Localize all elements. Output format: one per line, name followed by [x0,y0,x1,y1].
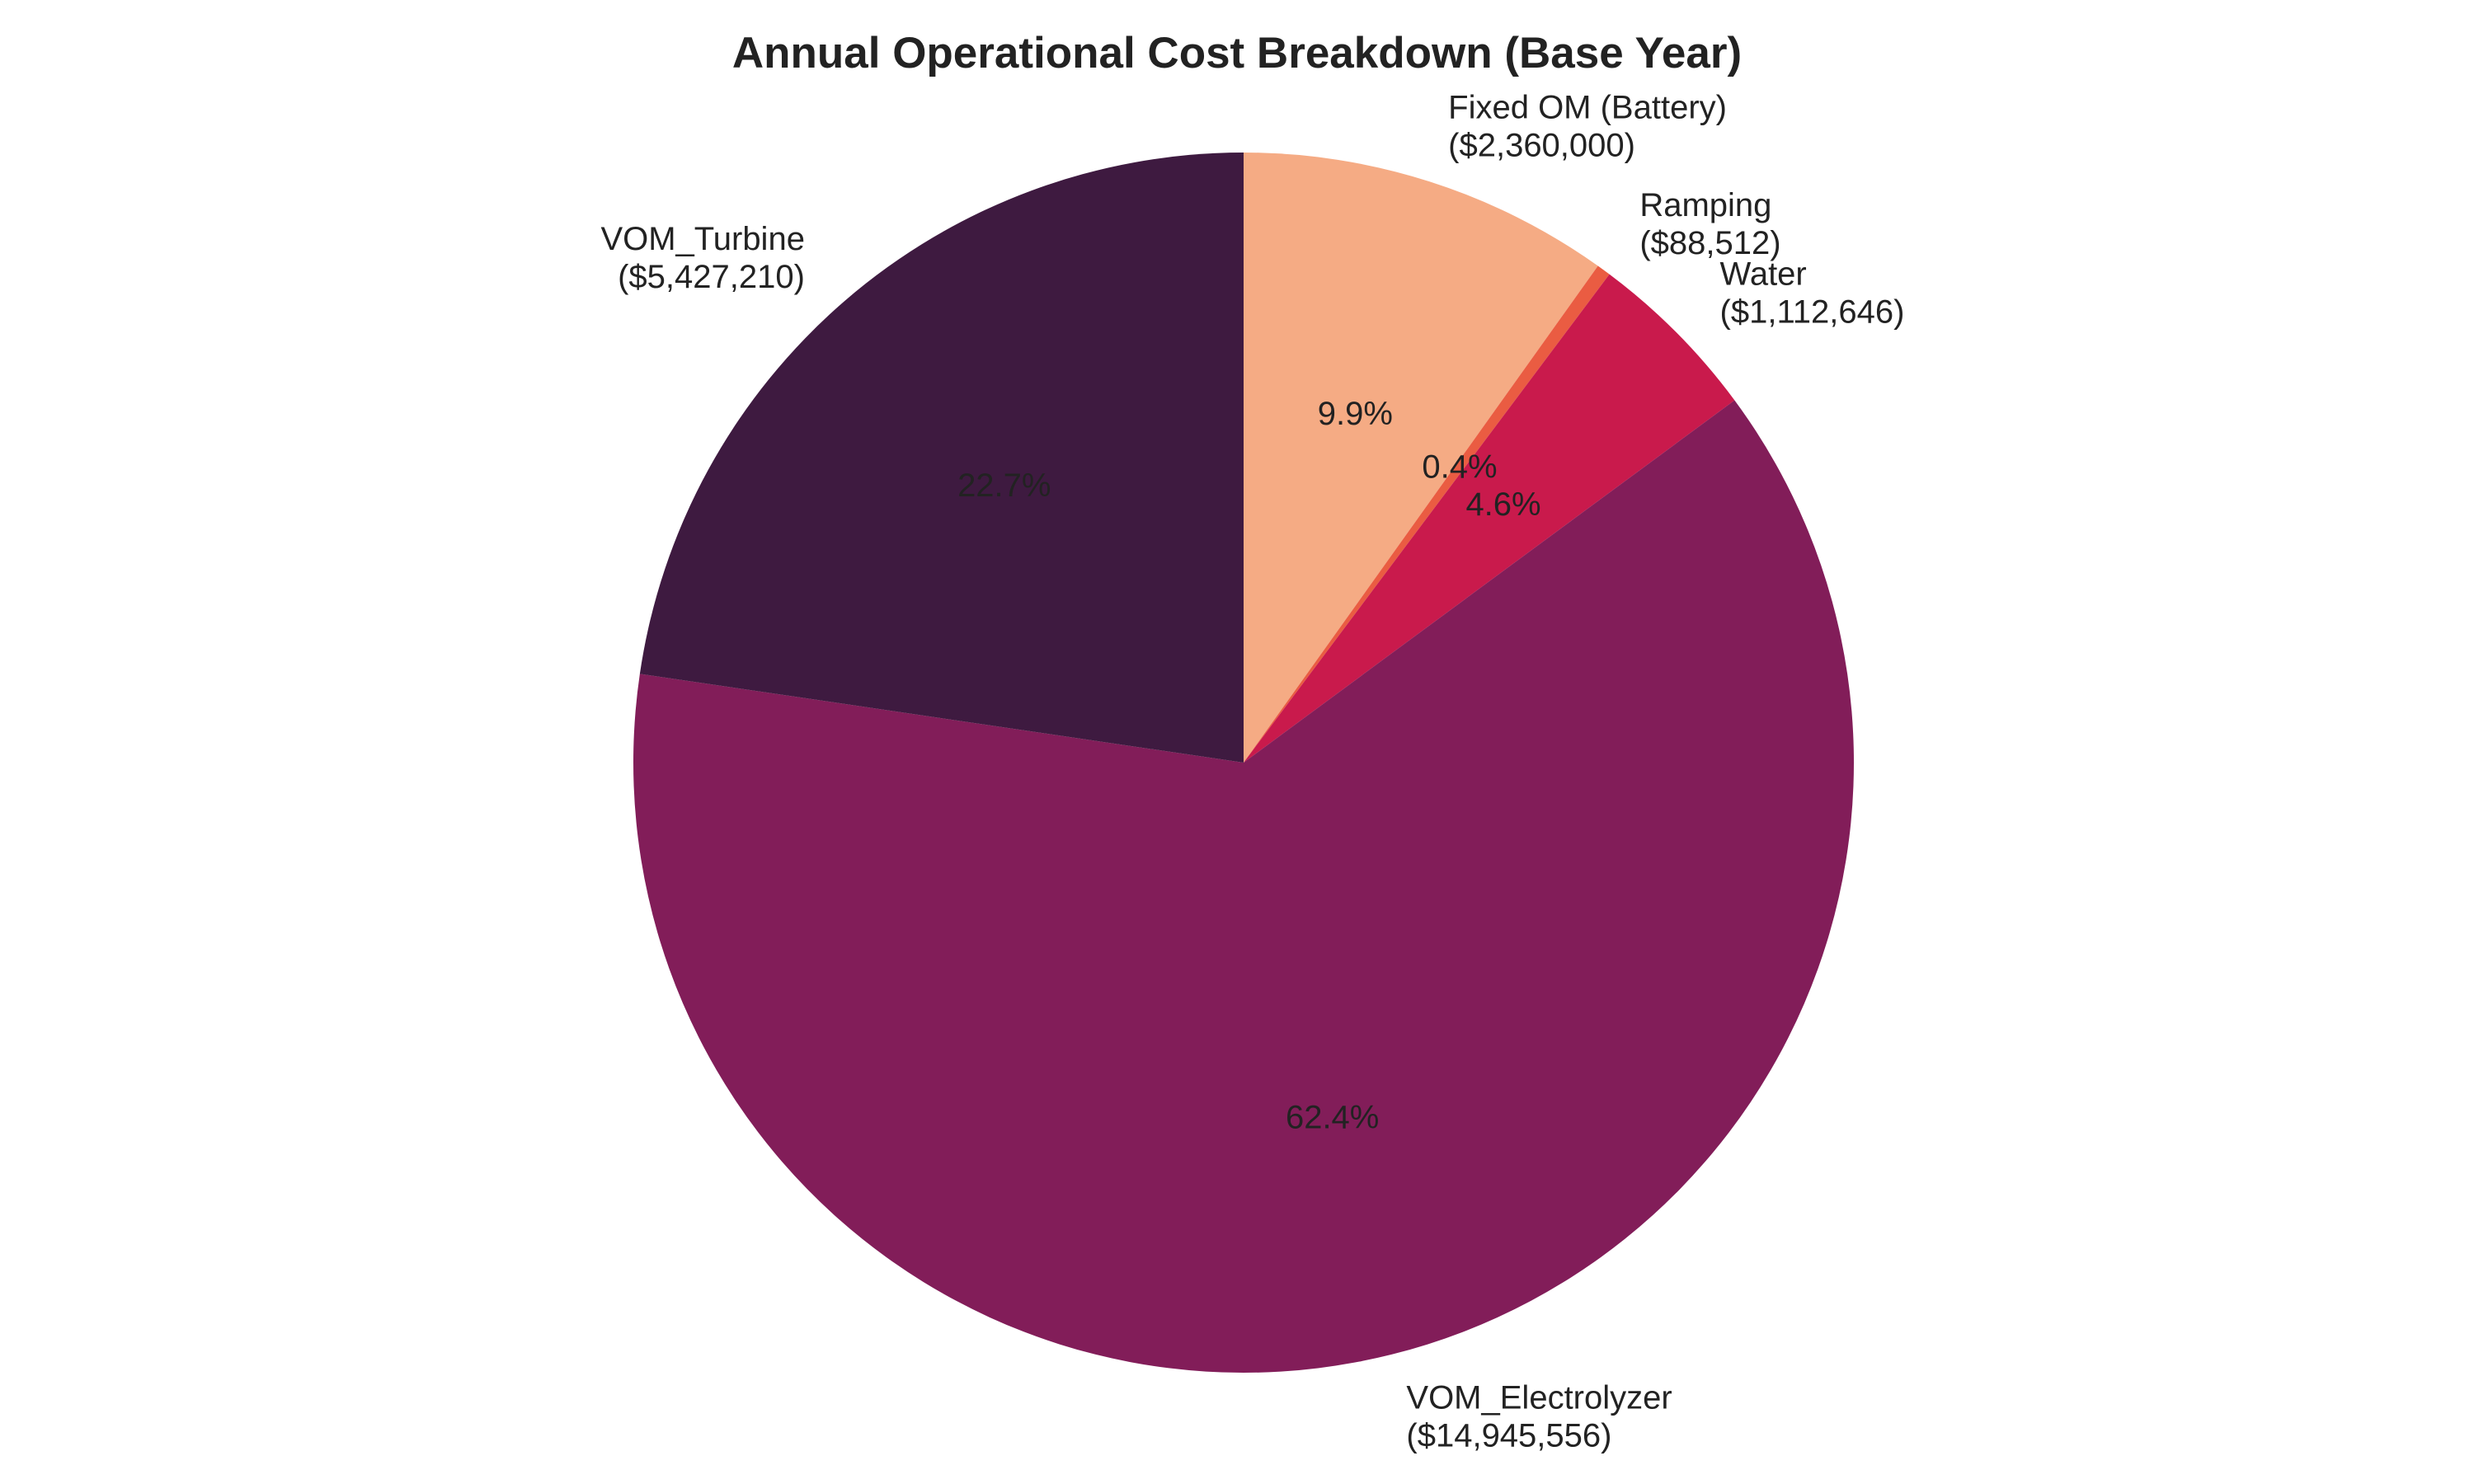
pie-slices [633,153,1854,1373]
category-name: Fixed OM (Battery) [1448,90,1727,126]
category-name: VOM_Electrolyzer [1406,1380,1672,1416]
category-label-vom-electrolyzer: VOM_Electrolyzer ($14,945,556) [1406,1380,1672,1454]
category-name: VOM_Turbine [600,221,805,257]
category-value: ($14,945,556) [1406,1418,1611,1454]
category-label-fixed-om-battery: Fixed OM (Battery) ($2,360,000) [1448,90,1727,164]
category-label-ramping: Ramping ($88,512) [1639,187,1780,261]
pie-slice-water [1244,274,1735,763]
category-value: ($88,512) [1639,225,1780,261]
pie-slice-vom-electrolyzer [633,400,1854,1373]
percent-labels: 9.9% 0.4%4.6% 62.4% 22.7% [957,396,1541,1136]
pct-label-vom-electrolyzer: 62.4% [1286,1100,1379,1136]
pct-label-vom-turbine: 22.7% [957,467,1051,504]
category-value: ($1,112,646) [1720,294,1905,330]
pct-label-fixed-om-battery: 9.9% [1318,396,1393,432]
category-value: ($5,427,210) [618,259,805,295]
category-label-vom-turbine: VOM_Turbine ($5,427,210) [600,221,805,295]
category-name: Ramping [1639,187,1771,223]
category-name: Water [1720,256,1807,292]
pct-label-water: 4.6% [1465,486,1540,523]
pie-slice-vom-turbine [639,153,1244,763]
category-labels: Fixed OM (Battery) ($2,360,000)Ramping ($8… [600,90,1904,1454]
pie-slice-ramping [1244,265,1610,763]
chart-title: Annual Operational Cost Breakdown (Base … [732,29,1742,77]
pie-slice-fixed-om-battery [1244,153,1598,763]
category-label-water: Water ($1,112,646) [1720,256,1905,330]
pct-label-ramping: 0.4% [1422,449,1497,486]
category-value: ($2,360,000) [1448,128,1635,164]
